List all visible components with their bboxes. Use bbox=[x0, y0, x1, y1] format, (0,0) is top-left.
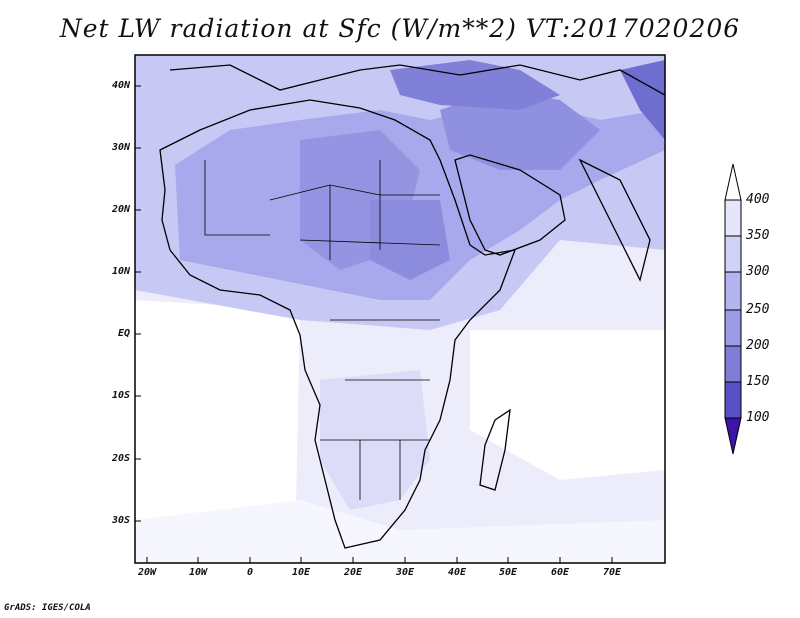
coastline-africa bbox=[159, 99, 517, 549]
plot-frame bbox=[134, 54, 666, 564]
lon-label-20w: 20W bbox=[137, 567, 157, 578]
coastline-europe bbox=[169, 64, 665, 96]
field-white-indian bbox=[470, 330, 665, 480]
coastline-india bbox=[578, 158, 651, 282]
colorbar-label-150: 150 bbox=[746, 374, 770, 389]
colorbar-top-triangle bbox=[724, 163, 742, 201]
lat-label-30s: 30S bbox=[111, 515, 130, 526]
field-core-iran bbox=[620, 60, 665, 140]
lon-label-10w: 10W bbox=[188, 567, 208, 578]
field-core-2 bbox=[440, 90, 600, 170]
colorbar bbox=[724, 163, 742, 455]
borders bbox=[204, 160, 441, 500]
lat-label-20s: 20S bbox=[111, 453, 130, 464]
colorbar-label-350: 350 bbox=[746, 228, 770, 243]
lon-label-0: 0 bbox=[246, 567, 254, 578]
lat-label-10n: 10N bbox=[111, 266, 130, 277]
lat-label-20n: 20N bbox=[111, 204, 130, 215]
colorbar-swatch-300-350 bbox=[724, 235, 742, 273]
lon-label-50e: 50E bbox=[498, 567, 518, 578]
lon-label-40e: 40E bbox=[447, 567, 467, 578]
lon-label-60e: 60E bbox=[550, 567, 570, 578]
colorbar-swatch-150-200 bbox=[724, 345, 742, 383]
coastline-arabia bbox=[454, 154, 566, 256]
lat-label-40n: 40N bbox=[111, 80, 130, 91]
lat-label-10s: 10S bbox=[111, 390, 130, 401]
colorbar-swatch-200-250 bbox=[724, 309, 742, 347]
field-white-south bbox=[135, 500, 665, 563]
colorbar-swatch-350-400 bbox=[724, 199, 742, 237]
lon-label-30e: 30E bbox=[395, 567, 415, 578]
lat-label-eq: EQ bbox=[117, 328, 130, 339]
colorbar-label-200: 200 bbox=[746, 338, 770, 353]
colorbar-label-250: 250 bbox=[746, 302, 770, 317]
lon-label-70e: 70E bbox=[602, 567, 622, 578]
colorbar-label-300: 300 bbox=[746, 264, 770, 279]
colorbar-bottom-triangle bbox=[724, 417, 742, 455]
lon-label-20e: 20E bbox=[343, 567, 363, 578]
colorbar-label-400: 400 bbox=[746, 192, 770, 207]
map-title: Net LW radiation at Sfc (W/m**2) VT:2017… bbox=[59, 14, 741, 43]
field-white-atlantic bbox=[135, 300, 300, 563]
colorbar-swatch-250-300 bbox=[724, 271, 742, 311]
field-core-3 bbox=[370, 200, 450, 280]
field-core-turkey bbox=[390, 60, 560, 110]
colorbar-label-100: 100 bbox=[746, 410, 770, 425]
lat-label-30n: 30N bbox=[111, 142, 130, 153]
lon-label-10e: 10E bbox=[291, 567, 311, 578]
coastline-madagascar bbox=[479, 408, 511, 491]
colorbar-swatch-100-150 bbox=[724, 381, 742, 419]
grads-credit: GrADS: IGES/COLA bbox=[4, 603, 91, 613]
